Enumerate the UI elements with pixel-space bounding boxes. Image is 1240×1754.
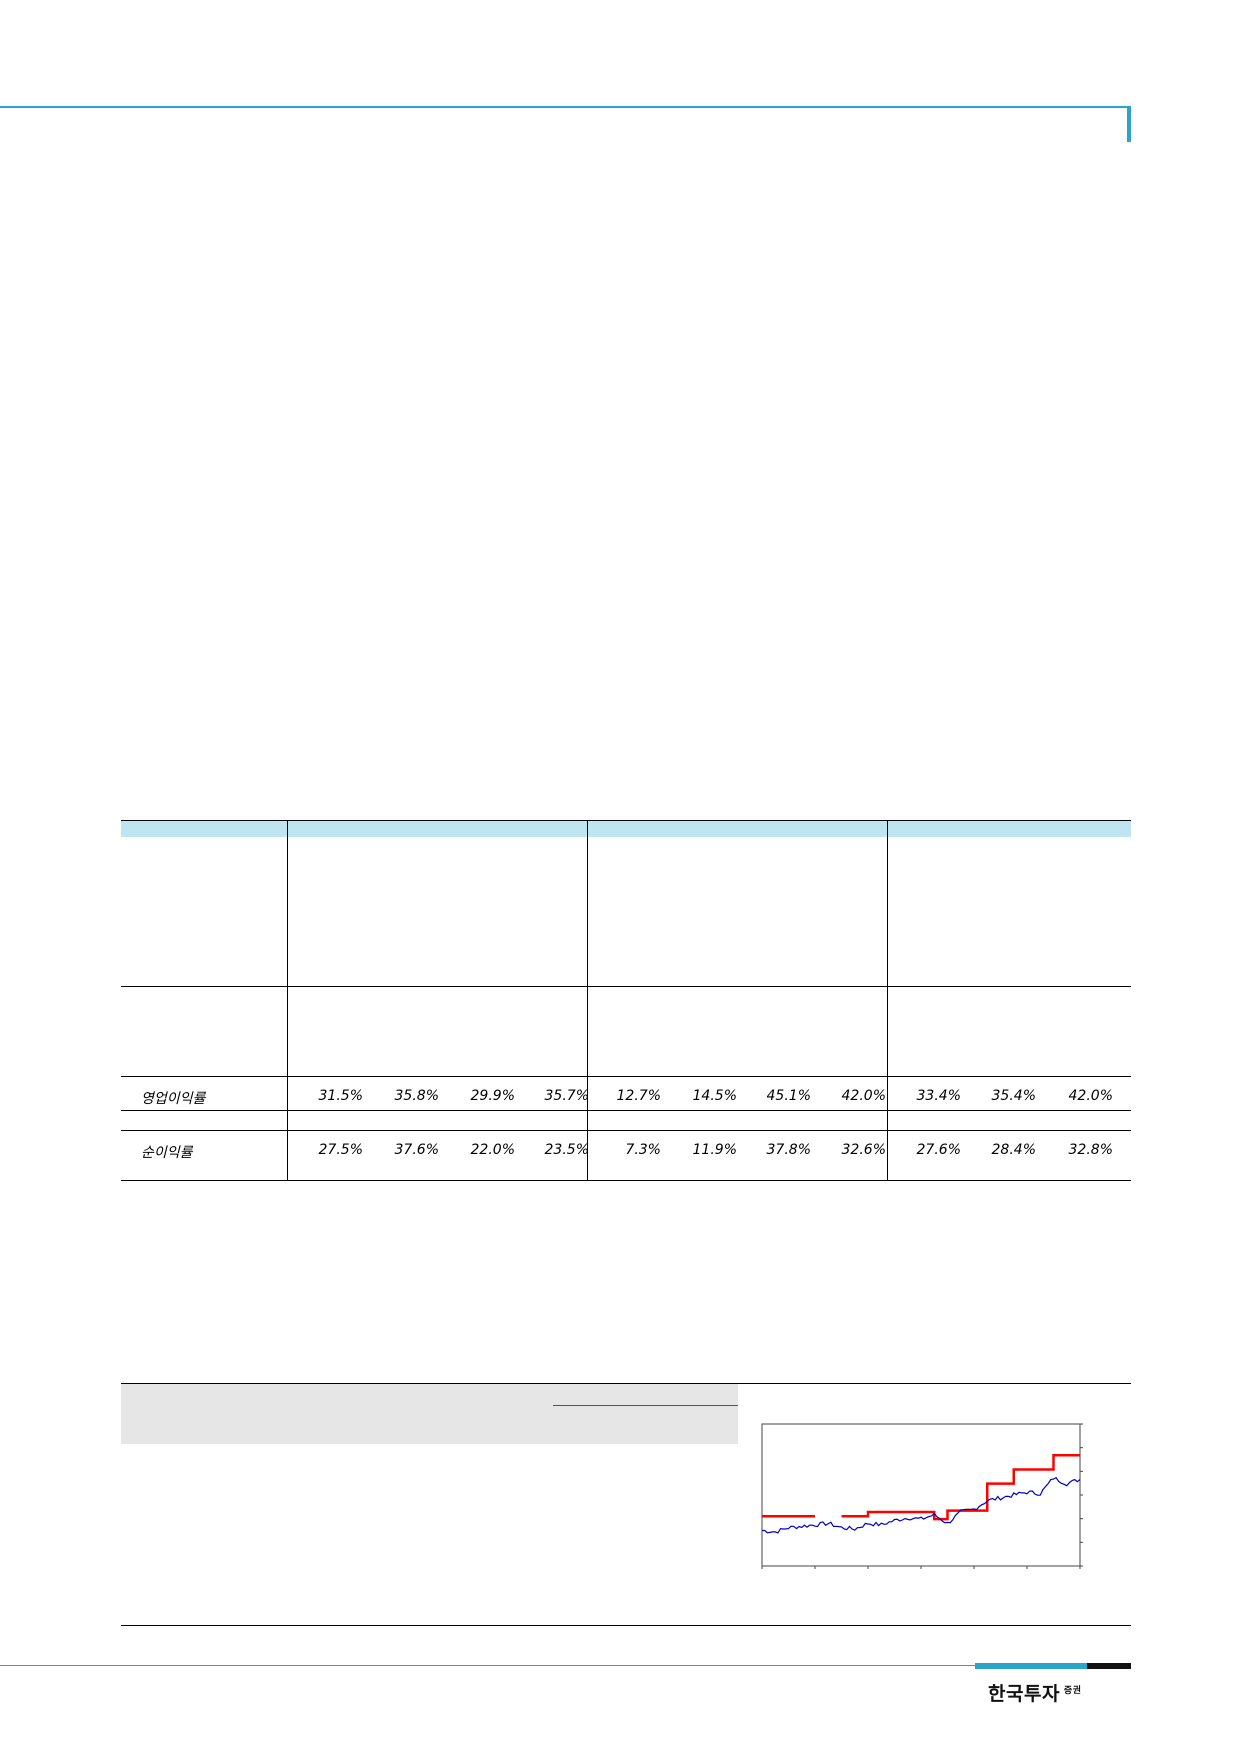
table-cell: 28.4% xyxy=(991,1142,1036,1158)
header-rule-tick xyxy=(1127,106,1131,142)
table-cell: 23.5% xyxy=(544,1142,589,1158)
row-label: 순이익률 xyxy=(141,1145,193,1161)
table-rule xyxy=(121,1076,1131,1077)
table-rule xyxy=(121,1130,1131,1131)
table-cell: 14.5% xyxy=(692,1088,737,1104)
table-cell: 27.6% xyxy=(916,1142,961,1158)
table-divider xyxy=(887,820,888,1180)
footer-accent-blue xyxy=(975,1663,1087,1669)
brand-name: 한국투자 xyxy=(988,1683,1060,1705)
section-rule xyxy=(121,1383,1131,1384)
brand-logo: 한국투자 증권 xyxy=(988,1679,1081,1706)
table-cell: 7.3% xyxy=(625,1142,661,1158)
footer-accent-black xyxy=(1087,1663,1131,1669)
table-divider xyxy=(587,820,588,1180)
section-rule xyxy=(121,1625,1131,1626)
table-cell: 35.7% xyxy=(544,1088,589,1104)
table-cell: 33.4% xyxy=(916,1088,961,1104)
table-cell: 45.1% xyxy=(766,1088,811,1104)
table-divider xyxy=(287,820,288,1180)
table-cell: 42.0% xyxy=(841,1088,886,1104)
row-label: 영업이익률 xyxy=(141,1091,206,1107)
table-row: 영업이익률 31.5% 35.8% 29.9% 35.7% 12.7% 14.5… xyxy=(121,1086,1131,1110)
table-cell: 31.5% xyxy=(318,1088,363,1104)
chart-svg xyxy=(761,1423,1083,1569)
table-row: 순이익률 27.5% 37.6% 22.0% 23.5% 7.3% 11.9% … xyxy=(121,1140,1131,1164)
table-rule xyxy=(121,1110,1131,1111)
footer-rule xyxy=(0,1665,1130,1666)
table-cell: 32.8% xyxy=(1068,1142,1113,1158)
plot-frame xyxy=(761,1423,1081,1567)
table-cell: 29.9% xyxy=(470,1088,515,1104)
brand-suffix: 증권 xyxy=(1063,1685,1082,1696)
table-rule xyxy=(121,986,1131,987)
table-cell: 32.6% xyxy=(841,1142,886,1158)
table-cell: 35.8% xyxy=(394,1088,439,1104)
price-chart xyxy=(760,1420,1090,1580)
series-line-1 xyxy=(762,1476,1081,1534)
table-rule xyxy=(121,1180,1131,1181)
grey-band xyxy=(121,1384,738,1444)
table-cell: 27.5% xyxy=(318,1142,363,1158)
table-cell: 11.9% xyxy=(692,1142,737,1158)
header-rule xyxy=(0,106,1130,108)
table-cell: 37.6% xyxy=(394,1142,439,1158)
table-header-band xyxy=(121,820,1131,837)
table-cell: 37.8% xyxy=(766,1142,811,1158)
table-cell: 22.0% xyxy=(470,1142,515,1158)
table-cell: 12.7% xyxy=(616,1088,661,1104)
table-cell: 42.0% xyxy=(1068,1088,1113,1104)
band-underline xyxy=(553,1405,738,1406)
table-cell: 35.4% xyxy=(991,1088,1036,1104)
